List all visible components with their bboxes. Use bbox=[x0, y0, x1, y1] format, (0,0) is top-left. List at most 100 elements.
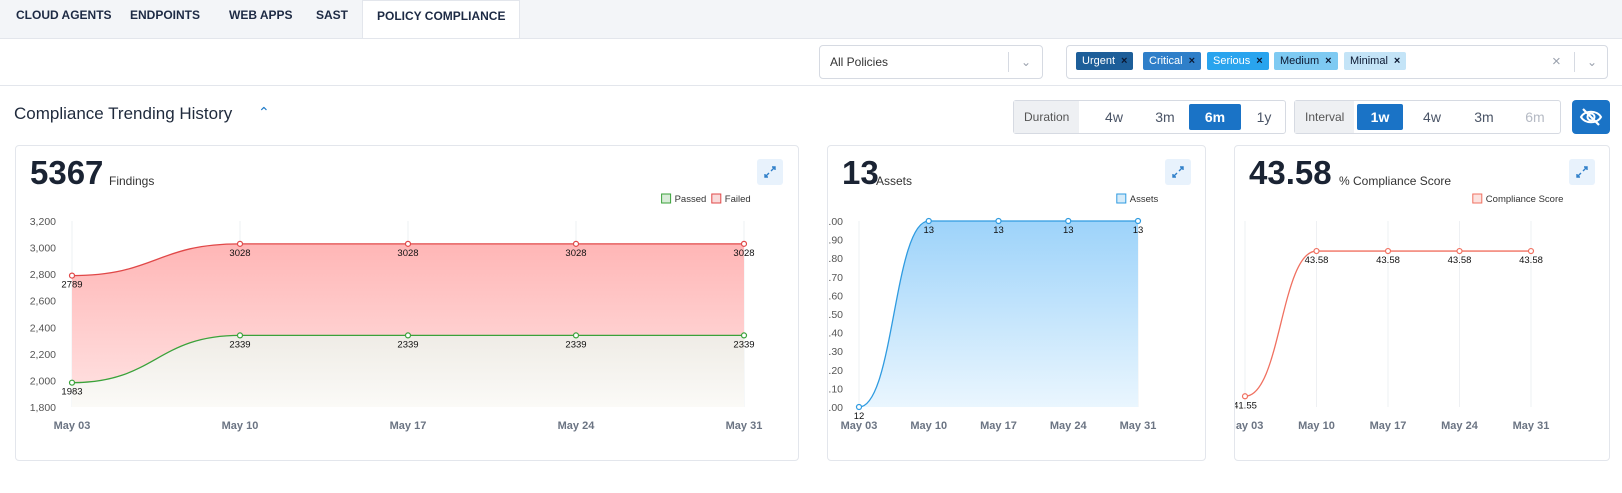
data-point bbox=[1456, 247, 1463, 255]
y-tick-label: 1,800 bbox=[30, 402, 56, 414]
chip-serious: Serious × bbox=[1207, 52, 1269, 70]
data-point bbox=[995, 217, 1002, 225]
data-point bbox=[404, 240, 412, 247]
chevron-down-icon[interactable]: ⌄ bbox=[1021, 55, 1032, 69]
data-label: 13 bbox=[993, 225, 1004, 236]
expand-button[interactable] bbox=[1165, 159, 1191, 185]
x-tick-label: May 24 bbox=[1441, 420, 1479, 432]
tab-web-apps[interactable]: WEB APPS bbox=[229, 8, 293, 22]
legend-swatch bbox=[1116, 193, 1127, 204]
data-point bbox=[1313, 247, 1320, 255]
expand-button[interactable] bbox=[1569, 159, 1595, 185]
filter-bar: All Policies ⌄ Urgent × Critical × Serious… bbox=[0, 38, 1622, 86]
x-tick-label: May 03 bbox=[1235, 420, 1263, 432]
data-point bbox=[572, 240, 580, 247]
y-tick-label: 12.50 bbox=[828, 309, 843, 321]
y-tick-label: 2,600 bbox=[30, 296, 56, 308]
chip-remove-icon[interactable]: × bbox=[1393, 55, 1401, 67]
data-label: 2339 bbox=[565, 339, 586, 350]
y-tick-label: 12.70 bbox=[828, 272, 843, 284]
duration-label: Duration bbox=[1014, 101, 1080, 133]
chevron-down-icon[interactable]: ⌄ bbox=[1587, 55, 1598, 69]
data-point bbox=[1384, 247, 1392, 255]
legend-label: Passed bbox=[675, 194, 707, 205]
tab-endpoints[interactable]: ENDPOINTS bbox=[130, 8, 201, 22]
chip-label: Serious bbox=[1213, 55, 1251, 67]
findings-chart: 3,200 3,000 2,800 2,600 2,400 2,200 2,000 1,800… bbox=[30, 193, 763, 432]
data-point bbox=[1065, 217, 1072, 225]
x-tick-label: May 31 bbox=[1120, 420, 1157, 432]
x-tick-label: May 03 bbox=[54, 420, 91, 432]
eye-slash-icon bbox=[1579, 108, 1603, 126]
chip-medium: Medium × bbox=[1274, 52, 1338, 70]
data-label: 13 bbox=[1133, 225, 1144, 236]
data-label: 43.58 bbox=[1448, 255, 1472, 266]
data-point bbox=[1241, 393, 1249, 400]
assets-card: 13 Assets 13.00 12.90 12.80 12.70 12.60 12.50… bbox=[827, 145, 1206, 461]
chip-label: Urgent bbox=[1082, 55, 1116, 67]
data-point bbox=[1134, 217, 1142, 225]
data-point bbox=[740, 332, 748, 339]
data-label: 1983 bbox=[61, 387, 82, 398]
y-tick-label: 12.40 bbox=[828, 328, 843, 340]
y-tick-label: 12.60 bbox=[828, 290, 843, 302]
data-point bbox=[740, 240, 748, 247]
x-tick-label: May 24 bbox=[1050, 420, 1088, 432]
data-label: 2339 bbox=[397, 339, 418, 350]
expand-icon bbox=[764, 166, 776, 178]
duration-option-1y[interactable]: 1y bbox=[1256, 109, 1272, 125]
data-label: 2339 bbox=[733, 339, 754, 350]
data-point bbox=[404, 332, 412, 339]
x-tick-label: May 10 bbox=[222, 420, 259, 432]
duration-option-6m[interactable]: 6m bbox=[1189, 104, 1241, 130]
data-label: 43.58 bbox=[1376, 255, 1400, 266]
chip-critical: Critical × bbox=[1143, 52, 1202, 70]
severity-select[interactable]: Urgent × Critical × Serious × Medium × Minim… bbox=[1066, 45, 1608, 79]
policy-select[interactable]: All Policies ⌄ bbox=[819, 45, 1043, 79]
tab-cloud-agents[interactable]: CLOUD AGENTS bbox=[16, 8, 112, 22]
policy-select-value: All Policies bbox=[830, 55, 889, 69]
data-label: 3028 bbox=[229, 248, 250, 259]
interval-option-1w[interactable]: 1w bbox=[1357, 104, 1403, 130]
select-divider bbox=[1008, 52, 1009, 72]
legend-label: Compliance Score bbox=[1486, 194, 1564, 205]
duration-option-3m[interactable]: 3m bbox=[1155, 109, 1175, 125]
chip-label: Critical bbox=[1149, 55, 1183, 67]
chip-remove-icon[interactable]: × bbox=[1325, 55, 1332, 67]
interval-option-4w[interactable]: 4w bbox=[1423, 109, 1441, 125]
interval-label: Interval bbox=[1295, 101, 1355, 133]
hide-toggle-button[interactable] bbox=[1572, 100, 1610, 134]
duration-option-4w[interactable]: 4w bbox=[1105, 109, 1123, 125]
chip-remove-icon[interactable]: × bbox=[1256, 55, 1263, 67]
collapse-chevron-icon[interactable]: ⌃ bbox=[258, 104, 270, 120]
data-point bbox=[68, 379, 76, 386]
duration-group: Duration 4w 3m 6m 1y bbox=[1013, 100, 1286, 134]
y-tick-label: 12.30 bbox=[828, 346, 843, 358]
chip-remove-icon[interactable]: × bbox=[1188, 55, 1196, 67]
expand-icon bbox=[1172, 166, 1184, 178]
data-point bbox=[925, 217, 932, 225]
tab-policy-compliance[interactable]: POLICY COMPLIANCE bbox=[362, 0, 521, 39]
chip-remove-icon[interactable]: × bbox=[1121, 55, 1128, 67]
x-tick-label: May 31 bbox=[1513, 420, 1550, 432]
interval-group: Interval 1w 4w 3m 6m bbox=[1294, 100, 1561, 134]
expand-button[interactable] bbox=[757, 159, 783, 185]
data-point bbox=[1527, 247, 1535, 255]
series-line-assets bbox=[858, 220, 1138, 408]
data-label: 41.55 bbox=[1235, 400, 1257, 411]
findings-unit: Findings bbox=[109, 174, 155, 188]
data-label: 12 bbox=[854, 411, 865, 422]
chip-urgent: Urgent × bbox=[1076, 52, 1134, 70]
y-tick-label: 3,200 bbox=[30, 216, 56, 228]
y-tick-label: 2,000 bbox=[30, 375, 56, 387]
interval-option-3m[interactable]: 3m bbox=[1474, 109, 1494, 125]
y-tick-label: 12.10 bbox=[828, 383, 843, 395]
y-tick-label: 3,000 bbox=[30, 243, 56, 255]
assets-chart: 13.00 12.90 12.80 12.70 12.60 12.50 12.40 12.30… bbox=[828, 193, 1159, 432]
clear-icon[interactable]: × bbox=[1552, 53, 1561, 70]
compliance-total: 43.58 bbox=[1249, 154, 1332, 191]
tab-sast[interactable]: SAST bbox=[316, 8, 349, 22]
x-tick-label: May 31 bbox=[726, 420, 763, 432]
expand-icon bbox=[1576, 166, 1588, 178]
y-tick-label: 2,200 bbox=[30, 349, 56, 361]
